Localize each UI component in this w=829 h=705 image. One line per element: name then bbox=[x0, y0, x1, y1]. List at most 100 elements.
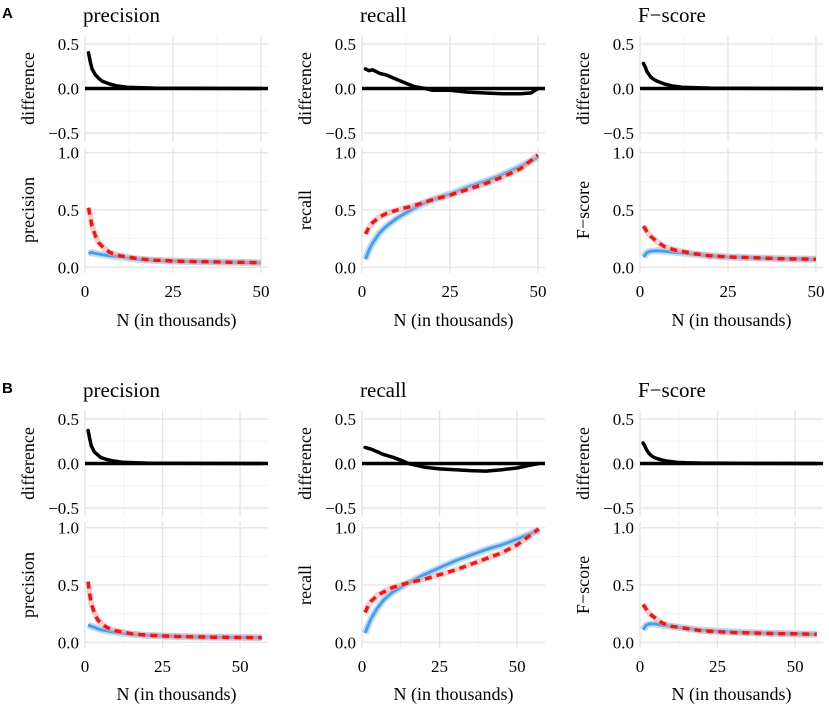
subplot-title: F−score bbox=[638, 3, 706, 27]
x-tick-label: 25 bbox=[431, 657, 448, 676]
reference-line bbox=[86, 581, 262, 640]
difference-panel: 0.5 0.0 −0.5 difference bbox=[18, 410, 268, 518]
x-tick-label: 0 bbox=[636, 282, 645, 301]
y-tick-label: 0.5 bbox=[58, 410, 79, 429]
difference-line bbox=[363, 445, 541, 473]
observed-line bbox=[363, 528, 540, 634]
metric-panel: 1.0 0.5 0.0 F−score bbox=[573, 144, 823, 277]
y-tick-label: −0.5 bbox=[325, 499, 356, 518]
y-tick-label: 0.0 bbox=[58, 258, 79, 277]
y-tick-label: 0.0 bbox=[613, 80, 634, 99]
y-tick-label: −0.5 bbox=[48, 124, 79, 143]
y-axis-label: F−score bbox=[573, 181, 593, 239]
y-tick-label: 0.0 bbox=[58, 80, 79, 99]
y-tick-label: 0.0 bbox=[335, 258, 356, 277]
x-tick-label: 0 bbox=[358, 657, 367, 676]
y-tick-label: 0.5 bbox=[335, 201, 356, 220]
difference-panel: 0.5 0.0 −0.5 difference bbox=[295, 410, 545, 518]
x-tick-label: 25 bbox=[719, 282, 736, 301]
x-tick-label: 0 bbox=[81, 657, 90, 676]
subplot-A-f-score: F−score0.50.0−0.5difference1.00.50.0F−sc… bbox=[573, 3, 824, 331]
y-tick-label: 0.5 bbox=[613, 410, 634, 429]
x-tick-label: 0 bbox=[358, 282, 367, 301]
y-axis-label: difference bbox=[18, 52, 38, 125]
subplot-title: recall bbox=[360, 3, 407, 27]
panel-label-A: A bbox=[2, 5, 13, 22]
y-tick-label: −0.5 bbox=[325, 124, 356, 143]
x-axis-label: N (in thousands) bbox=[394, 684, 514, 705]
difference-line bbox=[86, 428, 264, 466]
x-axis-label: N (in thousands) bbox=[672, 310, 792, 331]
y-tick-label: 0.0 bbox=[613, 258, 634, 277]
y-tick-label: 1.0 bbox=[613, 144, 634, 163]
reference-line bbox=[641, 603, 817, 637]
metric-panel: 1.0 0.5 0.0 precision bbox=[18, 144, 268, 277]
y-axis-label: difference bbox=[573, 52, 593, 125]
y-tick-label: −0.5 bbox=[603, 124, 634, 143]
y-axis-label: difference bbox=[573, 427, 593, 500]
subplot-title: F−score bbox=[638, 378, 706, 402]
y-tick-label: 0.0 bbox=[58, 633, 79, 652]
x-tick-label: 50 bbox=[252, 282, 269, 301]
y-axis-label: recall bbox=[295, 565, 315, 605]
x-axis-label: N (in thousands) bbox=[672, 684, 792, 705]
y-tick-label: 1.0 bbox=[335, 144, 356, 163]
subplot-B-f-score: F−score0.50.0−0.5difference1.00.50.0F−sc… bbox=[573, 378, 823, 705]
y-tick-label: 0.5 bbox=[58, 576, 79, 595]
y-tick-label: 0.0 bbox=[613, 633, 634, 652]
difference-panel: 0.5 0.0 −0.5 difference bbox=[18, 35, 268, 143]
x-axis-label: N (in thousands) bbox=[117, 684, 237, 705]
y-tick-label: 1.0 bbox=[335, 519, 356, 538]
y-axis-label: difference bbox=[295, 52, 315, 125]
y-tick-label: 0.5 bbox=[58, 201, 79, 220]
y-tick-label: 0.0 bbox=[335, 633, 356, 652]
x-tick-label: 0 bbox=[81, 282, 90, 301]
difference-panel: 0.5 0.0 −0.5 difference bbox=[295, 35, 545, 143]
y-tick-label: 1.0 bbox=[58, 144, 79, 163]
x-tick-label: 50 bbox=[232, 657, 249, 676]
difference-panel: 0.5 0.0 −0.5 difference bbox=[573, 35, 823, 143]
reference-line bbox=[363, 153, 540, 235]
x-tick-label: 50 bbox=[787, 657, 804, 676]
x-tick-label: 25 bbox=[164, 282, 181, 301]
y-axis-label: F−score bbox=[573, 556, 593, 614]
y-tick-label: −0.5 bbox=[603, 499, 634, 518]
y-tick-label: 0.0 bbox=[335, 80, 356, 99]
y-tick-label: 0.0 bbox=[613, 455, 634, 474]
x-tick-label: 50 bbox=[509, 657, 526, 676]
y-tick-label: 0.5 bbox=[335, 576, 356, 595]
metric-panel: 1.0 0.5 0.0 precision bbox=[18, 519, 268, 652]
subplot-title: recall bbox=[360, 378, 407, 402]
subplot-title: precision bbox=[83, 3, 160, 27]
difference-panel: 0.5 0.0 −0.5 difference bbox=[573, 410, 823, 518]
difference-line bbox=[86, 51, 263, 91]
x-axis-label: N (in thousands) bbox=[117, 310, 237, 331]
reference-line bbox=[642, 225, 817, 262]
y-axis-label: precision bbox=[18, 177, 38, 243]
y-tick-label: −0.5 bbox=[48, 499, 79, 518]
x-axis-label: N (in thousands) bbox=[394, 310, 514, 331]
y-tick-label: 0.5 bbox=[58, 35, 79, 54]
y-axis-label: precision bbox=[18, 552, 38, 618]
subplot-A-recall: recall0.50.0−0.5difference1.00.50.0recal… bbox=[295, 3, 546, 331]
y-tick-label: 0.0 bbox=[58, 455, 79, 474]
reference-band bbox=[85, 581, 262, 641]
y-tick-label: 0.5 bbox=[613, 201, 634, 220]
x-tick-label: 25 bbox=[441, 282, 458, 301]
y-tick-label: 1.0 bbox=[613, 519, 634, 538]
y-tick-label: 0.5 bbox=[613, 35, 634, 54]
subplot-B-recall: recall0.50.0−0.5difference1.00.50.0recal… bbox=[295, 378, 545, 705]
reference-line bbox=[363, 527, 540, 614]
y-tick-label: 0.5 bbox=[335, 410, 356, 429]
y-axis-label: difference bbox=[18, 427, 38, 500]
x-tick-label: 25 bbox=[154, 657, 171, 676]
difference-line bbox=[641, 61, 818, 91]
y-tick-label: 0.5 bbox=[335, 35, 356, 54]
difference-line bbox=[641, 441, 819, 466]
panel-label-B: B bbox=[2, 380, 13, 397]
y-tick-label: 0.5 bbox=[613, 576, 634, 595]
y-tick-label: 0.0 bbox=[335, 455, 356, 474]
subplot-title: precision bbox=[83, 378, 160, 402]
